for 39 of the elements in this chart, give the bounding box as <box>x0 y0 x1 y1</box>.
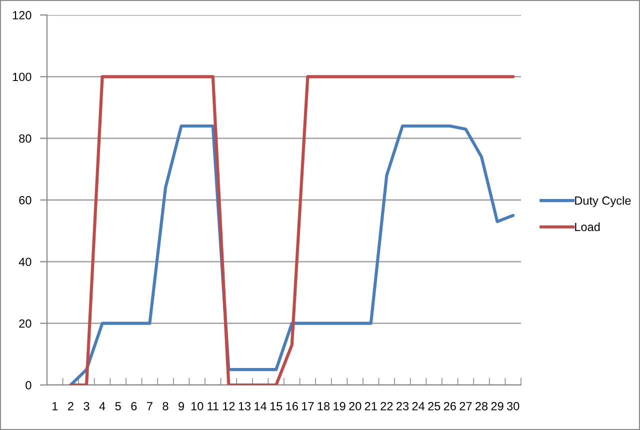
x-tick-label: 26 <box>444 402 456 410</box>
legend-label: Load <box>575 222 600 232</box>
x-tick-label: 13 <box>238 402 251 410</box>
x-tick-label: 14 <box>254 402 267 410</box>
x-tick-label: 15 <box>270 402 282 410</box>
x-tick-label: 21 <box>364 402 377 410</box>
y-tick-label: 100 <box>12 72 32 82</box>
x-tick-label: 27 <box>460 402 472 410</box>
y-tick-label: 120 <box>12 11 32 20</box>
x-tick-label: 16 <box>286 402 298 410</box>
x-tick-label: 28 <box>476 402 488 410</box>
x-tick-label: 23 <box>396 402 409 410</box>
y-tick-label: 80 <box>19 134 32 143</box>
y-tick-label: 40 <box>18 258 32 266</box>
x-tick-label: 7 <box>147 402 152 410</box>
y-tick-label: 60 <box>19 196 32 204</box>
x-tick-label: 12 <box>223 402 235 410</box>
x-tick-label: 20 <box>349 402 362 410</box>
x-tick-label: 19 <box>334 402 346 410</box>
legend-label: Duty Cycle <box>575 196 631 208</box>
x-tick-label: 10 <box>191 402 204 410</box>
x-tick-label: 29 <box>491 402 504 410</box>
x-tick-label: 2 <box>68 402 74 410</box>
x-tick-label: 6 <box>131 402 137 410</box>
x-tick-label: 9 <box>178 402 184 410</box>
x-tick-label: 24 <box>412 402 425 410</box>
y-tick-label: 0 <box>26 381 32 390</box>
x-tick-label: 5 <box>115 402 121 410</box>
x-tick-label: 8 <box>162 402 168 410</box>
x-tick-label: 22 <box>380 402 393 410</box>
x-tick-label: 25 <box>428 402 440 410</box>
x-tick-label: 1 <box>52 402 58 410</box>
x-tick-label: 17 <box>302 402 314 410</box>
x-tick-label: 30 <box>506 402 520 410</box>
x-tick-label: 4 <box>99 402 106 410</box>
x-tick-label: 3 <box>84 402 90 410</box>
x-tick-label: 11 <box>208 402 218 410</box>
y-tick-label: 20 <box>19 319 32 328</box>
x-tick-label: 18 <box>318 402 330 410</box>
